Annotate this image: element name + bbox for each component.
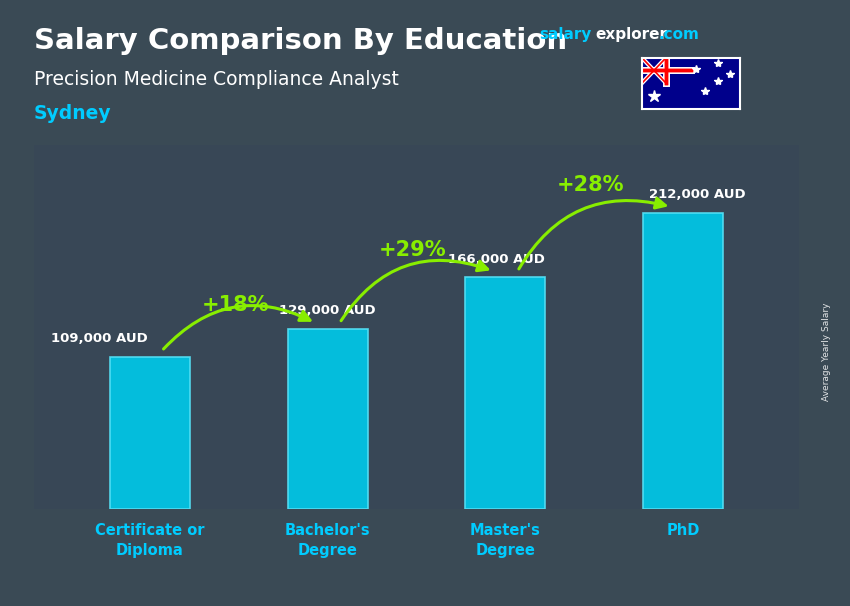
Text: 212,000 AUD: 212,000 AUD — [649, 188, 746, 201]
Text: salary: salary — [540, 27, 592, 42]
Bar — [466, 277, 546, 509]
Text: +29%: +29% — [379, 239, 447, 259]
Text: .com: .com — [659, 27, 700, 42]
Text: 129,000 AUD: 129,000 AUD — [280, 304, 376, 318]
Text: +18%: +18% — [201, 295, 269, 315]
Text: Salary Comparison By Education: Salary Comparison By Education — [34, 27, 567, 55]
Text: 109,000 AUD: 109,000 AUD — [52, 333, 148, 345]
Text: +28%: +28% — [557, 175, 625, 195]
Text: Sydney: Sydney — [34, 104, 111, 123]
Bar — [110, 356, 190, 509]
Bar — [643, 213, 723, 509]
Text: Precision Medicine Compliance Analyst: Precision Medicine Compliance Analyst — [34, 70, 399, 88]
Text: Average Yearly Salary: Average Yearly Salary — [822, 302, 830, 401]
Text: 166,000 AUD: 166,000 AUD — [448, 253, 545, 265]
Bar — [287, 328, 367, 509]
Text: explorer: explorer — [595, 27, 667, 42]
